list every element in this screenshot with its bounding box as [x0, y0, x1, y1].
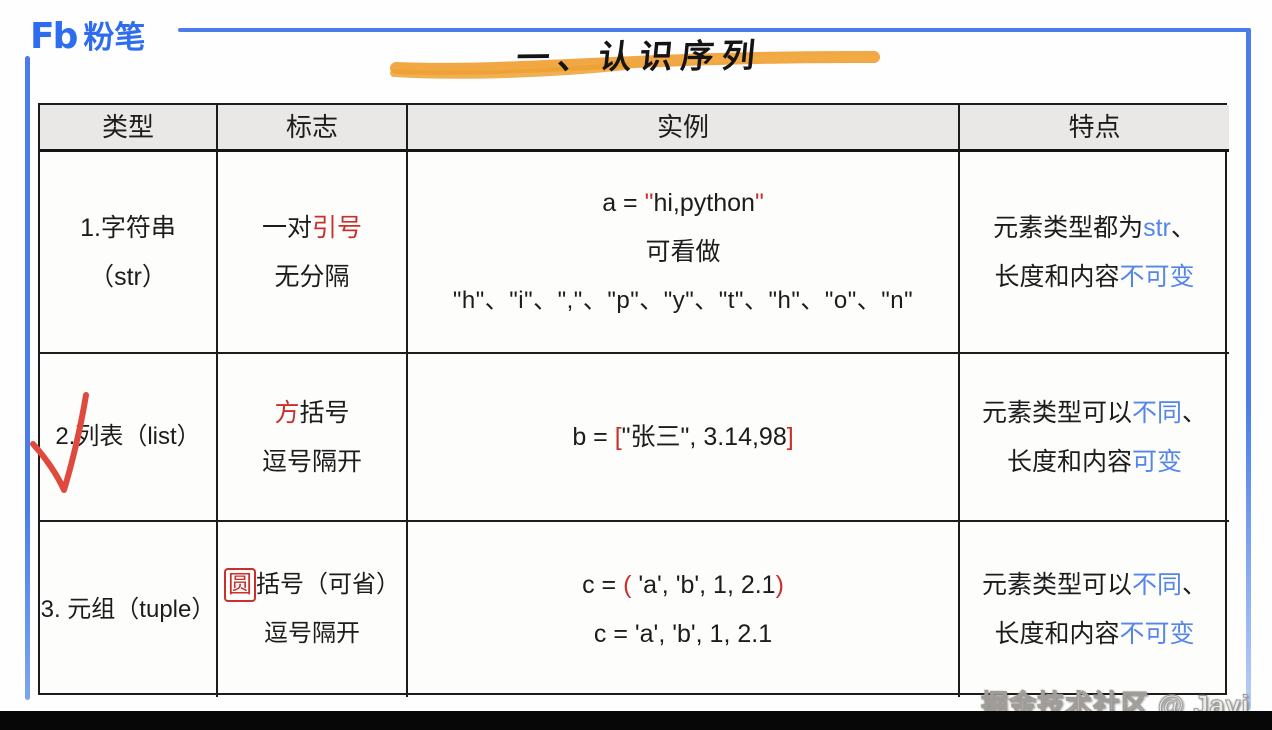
code-red-paren: ) [775, 571, 784, 599]
feature-blue: 不可变 [1119, 620, 1195, 648]
feature-black: 长度和内容 [1006, 447, 1132, 476]
mark-text-red: 引号 [312, 213, 363, 242]
row2-example-cell: b = ["张三", 3.14,98] [408, 354, 960, 522]
row2-mark-cell: 方括号 逗号隔开 [218, 354, 408, 522]
code-red-bracket: [ [614, 423, 622, 451]
feature-text: 元素类型都为str、 [993, 211, 1196, 245]
header-label: 标志 [285, 112, 338, 142]
code-red-paren: ( [623, 571, 632, 599]
header-label: 类型 [101, 112, 154, 142]
code-black: "张三", 3.14,98 [621, 423, 787, 451]
feature-black: 、 [1182, 398, 1208, 427]
col-header-example: 实例 [408, 105, 960, 152]
row2-feature-cell: 元素类型可以不同、 长度和内容可变 [960, 354, 1229, 522]
type-text: （str） [89, 262, 167, 291]
feature-black: 元素类型都为 [993, 213, 1144, 242]
type-text: 2.列表（list） [55, 423, 201, 450]
code-black: a = [602, 189, 645, 217]
col-header-type: 类型 [40, 105, 218, 152]
mark-text: 圆括号（可省） [224, 568, 400, 602]
fenbi-logo-name: 粉笔 [83, 20, 146, 55]
row1-feature-cell: 元素类型都为str、 长度和内容不可变 [960, 152, 1229, 354]
feature-blue: 不可变 [1119, 262, 1195, 291]
col-header-feature: 特点 [960, 105, 1229, 152]
feature-blue: 不同 [1131, 398, 1182, 427]
row1-type-cell: 1.字符串 （str） [40, 152, 218, 354]
example-code: c = 'a', 'b', 1, 2.1 [593, 620, 773, 648]
example-code: a = "hi,python" [602, 186, 764, 220]
feature-black: 、 [1170, 213, 1196, 242]
feature-text: 元素类型可以不同、 [982, 396, 1207, 430]
mark-text: 逗号隔开 [264, 620, 360, 647]
bottom-letterbox-bar [0, 711, 1272, 730]
header-label: 实例 [656, 112, 709, 142]
feature-black: 元素类型可以 [981, 398, 1132, 427]
code-red-quote: " [754, 189, 764, 217]
type-text: 3. 元组（tuple） [40, 595, 216, 623]
feature-black: 长度和内容 [994, 620, 1120, 648]
row2-type-cell: 2.列表（list） [40, 354, 218, 522]
feature-blue: 可变 [1132, 447, 1183, 476]
feature-text: 长度和内容不可变 [994, 260, 1194, 294]
mark-text-black: 一对 [261, 213, 312, 242]
mark-text-red-boxed: 圆 [224, 568, 256, 602]
row3-mark-cell: 圆括号（可省） 逗号隔开 [218, 522, 408, 697]
mark-text: 逗号隔开 [261, 447, 362, 476]
example-chars: "h"、"i"、","、"p"、"y"、"t"、"h"、"o"、"n" [452, 287, 914, 314]
feature-text: 长度和内容可变 [1007, 445, 1182, 479]
feature-blue: 不同 [1131, 571, 1182, 599]
col-header-mark: 标志 [218, 105, 408, 152]
example-code: b = ["张三", 3.14,98] [572, 420, 793, 454]
code-red-quote: " [644, 189, 654, 217]
left-border-line [25, 56, 30, 700]
orange-highlight-stroke [390, 50, 880, 79]
row3-type-cell: 3. 元组（tuple） [40, 522, 218, 697]
code-red-bracket: ] [786, 423, 794, 451]
example-note: 可看做 [645, 238, 721, 266]
header-label: 特点 [1068, 112, 1121, 142]
feature-black: 长度和内容 [994, 262, 1120, 291]
fenbi-logo-mark-icon: Fb [30, 16, 78, 57]
sequence-table: 类型 标志 实例 特点 1.字符串 （str） 一对引号 无分隔 a = "hi… [38, 103, 1229, 697]
row3-example-cell: c = ( 'a', 'b', 1, 2.1) c = 'a', 'b', 1,… [408, 522, 960, 697]
mark-text-black: 括号（可省） [256, 571, 400, 598]
mark-text-black: 括号 [299, 398, 350, 427]
example-code: c = ( 'a', 'b', 1, 2.1) [582, 568, 784, 602]
feature-black: 元素类型可以 [981, 571, 1132, 599]
top-divider-line [178, 28, 1251, 32]
mark-text: 方括号 [274, 396, 349, 430]
code-black: 'a', 'b', 1, 2.1 [631, 571, 776, 599]
code-black: b = [572, 423, 615, 451]
code-black: c = [582, 571, 624, 599]
row1-example-cell: a = "hi,python" 可看做 "h"、"i"、","、"p"、"y"、… [408, 152, 960, 354]
fenbi-logo: Fb 粉笔 [30, 12, 145, 57]
feature-text: 元素类型可以不同、 [982, 568, 1207, 602]
feature-text: 长度和内容不可变 [994, 617, 1194, 651]
feature-black: 、 [1182, 571, 1208, 599]
right-border-line [1246, 28, 1251, 710]
feature-blue: str [1143, 213, 1171, 242]
code-black: hi,python [653, 189, 755, 217]
type-text: 1.字符串 [80, 213, 176, 242]
mark-text: 无分隔 [274, 262, 350, 291]
row3-feature-cell: 元素类型可以不同、 长度和内容不可变 [960, 522, 1229, 697]
slide-title: 一、认识序列 [514, 35, 765, 78]
row1-mark-cell: 一对引号 无分隔 [218, 152, 408, 354]
mark-text: 一对引号 [262, 211, 362, 245]
mark-text-red: 方 [274, 398, 300, 427]
